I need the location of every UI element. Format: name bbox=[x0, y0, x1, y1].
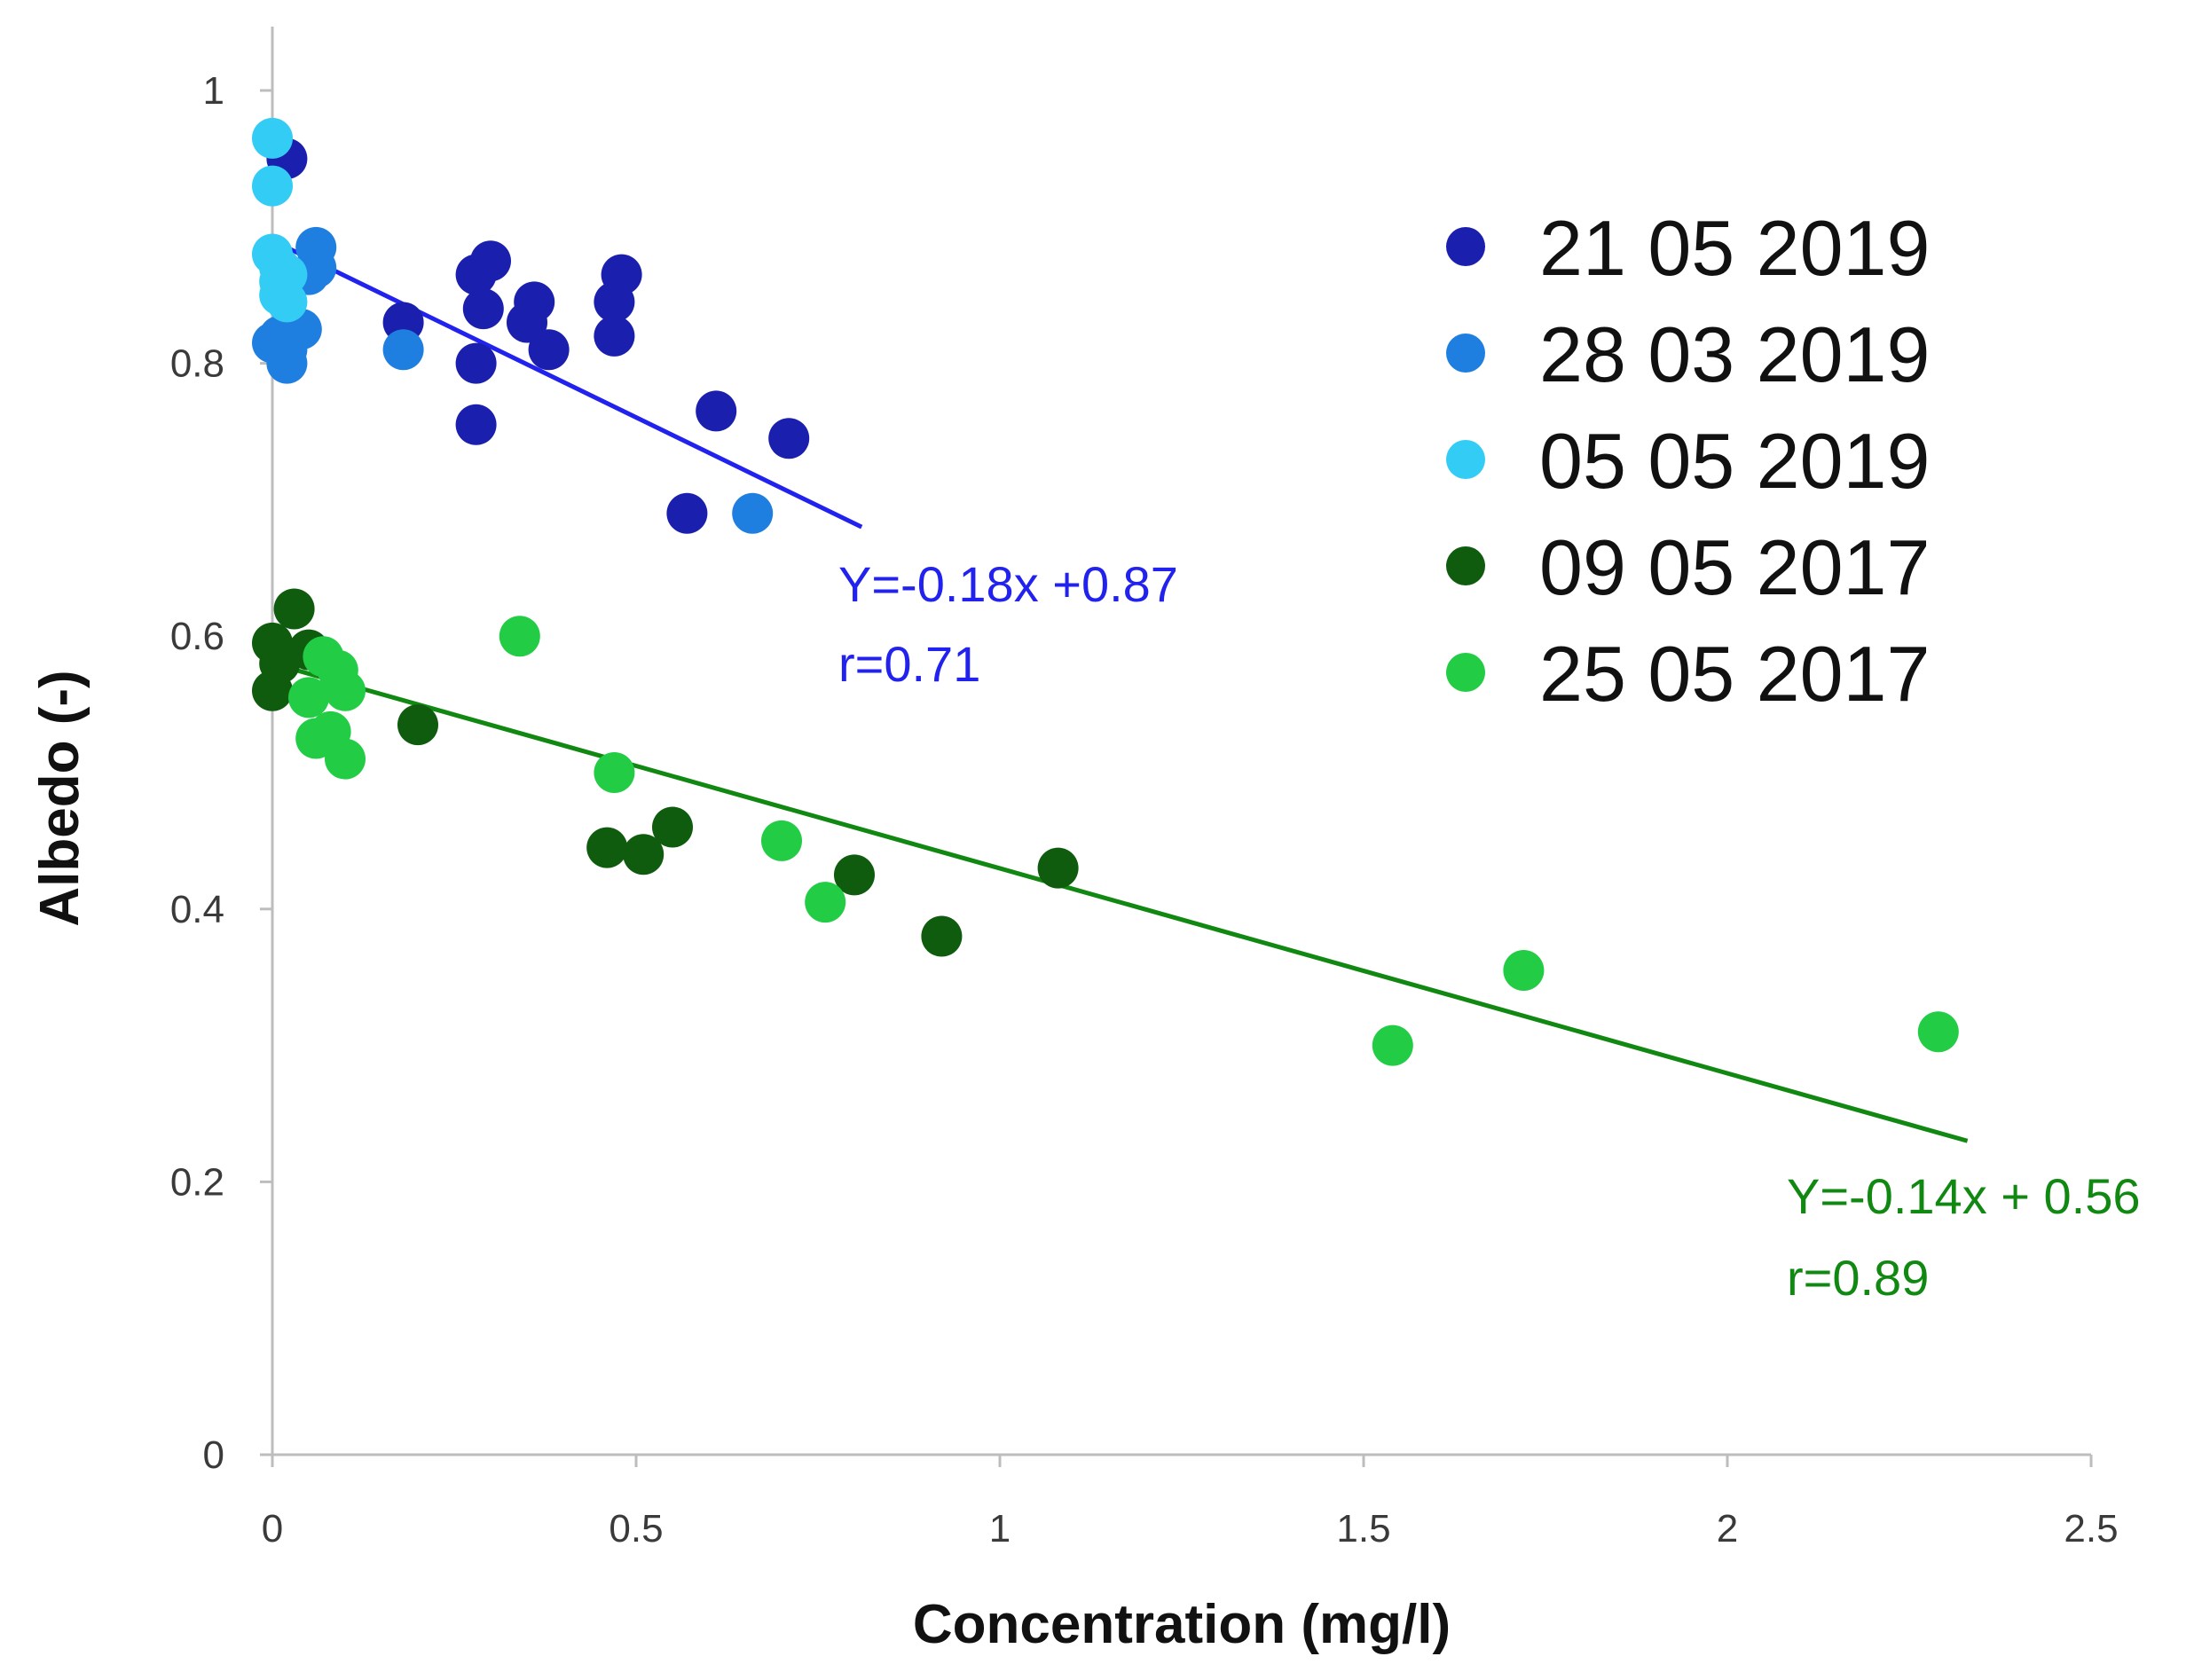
fit-equation-label: Y=-0.18x +0.87 bbox=[838, 556, 1178, 612]
legend-marker bbox=[1446, 546, 1485, 585]
x-tick-label: 2 bbox=[1717, 1507, 1738, 1550]
fit-lines bbox=[271, 238, 1969, 1143]
y-tick-label: 0.8 bbox=[170, 342, 224, 386]
series-group bbox=[252, 117, 308, 323]
legend: 21 05 2019 28 03 2019 05 05 2019 09 05 2017… bbox=[1446, 204, 1930, 718]
data-point bbox=[455, 342, 497, 384]
trend-line bbox=[271, 661, 1969, 1143]
data-point bbox=[462, 288, 504, 330]
series-group bbox=[288, 616, 1959, 1066]
x-tick-label: 0 bbox=[262, 1507, 283, 1550]
fit-r-label: r=0.71 bbox=[838, 636, 980, 692]
data-point bbox=[1917, 1011, 1959, 1053]
data-point bbox=[470, 240, 511, 282]
data-point bbox=[325, 738, 366, 780]
y-axis-title: Albedo (-) bbox=[29, 670, 90, 926]
data-point bbox=[666, 492, 708, 534]
data-point bbox=[273, 588, 315, 630]
legend-label: 09 05 2017 bbox=[1539, 523, 1930, 611]
axes: 0 0.2 0.4 0.6 0.8 1 0 0.5 1 1.5 2 2.5 bbox=[170, 27, 2119, 1550]
data-point bbox=[594, 315, 635, 357]
series-group bbox=[252, 226, 774, 534]
legend-label: 28 03 2019 bbox=[1539, 310, 1930, 398]
y-tick-label: 0.4 bbox=[170, 888, 224, 931]
data-point bbox=[623, 834, 665, 875]
data-point bbox=[1037, 847, 1079, 889]
data-point bbox=[805, 882, 846, 923]
data-point bbox=[382, 329, 424, 371]
data-point bbox=[514, 281, 555, 323]
data-point bbox=[252, 165, 293, 207]
legend-label: 25 05 2017 bbox=[1539, 630, 1930, 718]
data-point bbox=[252, 117, 293, 159]
data-point bbox=[834, 854, 875, 896]
data-point bbox=[499, 616, 540, 657]
data-point bbox=[455, 404, 497, 445]
legend-label: 05 05 2019 bbox=[1539, 417, 1930, 505]
legend-marker bbox=[1446, 653, 1485, 692]
legend-marker bbox=[1446, 334, 1485, 373]
legend-marker bbox=[1446, 227, 1485, 266]
data-point bbox=[921, 915, 963, 957]
y-tick-label: 0.2 bbox=[170, 1160, 224, 1204]
data-point bbox=[732, 492, 774, 534]
y-tick-label: 0.6 bbox=[170, 615, 224, 658]
y-tick-label: 1 bbox=[203, 69, 224, 113]
data-point bbox=[1503, 950, 1545, 992]
series-group bbox=[266, 137, 810, 534]
data-point bbox=[594, 752, 635, 793]
trend-line bbox=[271, 238, 863, 530]
data-point bbox=[325, 670, 366, 711]
data-point bbox=[1372, 1024, 1413, 1066]
x-tick-label: 1.5 bbox=[1336, 1507, 1390, 1550]
fit-r-label: r=0.89 bbox=[1787, 1250, 1929, 1306]
fit-labels: Y=-0.18x +0.87 r=0.71 Y=-0.14x + 0.56 r=0.8… bbox=[838, 556, 2141, 1306]
data-point bbox=[528, 329, 570, 371]
x-axis-title: Concentration (mg/l) bbox=[913, 1594, 1451, 1655]
series-group bbox=[252, 588, 1079, 957]
data-point bbox=[696, 390, 737, 432]
x-tick-label: 0.5 bbox=[609, 1507, 663, 1550]
data-point bbox=[768, 418, 810, 459]
data-point bbox=[586, 827, 628, 868]
data-point bbox=[288, 677, 329, 718]
fit-equation-label: Y=-0.14x + 0.56 bbox=[1787, 1168, 2141, 1224]
data-point bbox=[266, 342, 308, 384]
data-point bbox=[761, 820, 802, 861]
data-point bbox=[397, 704, 438, 746]
data-point bbox=[652, 806, 693, 848]
legend-marker bbox=[1446, 440, 1485, 479]
data-point bbox=[601, 254, 642, 295]
x-tick-label: 2.5 bbox=[2064, 1507, 2118, 1550]
legend-label: 21 05 2019 bbox=[1539, 204, 1930, 292]
data-points bbox=[252, 117, 1959, 1066]
y-tick-label: 0 bbox=[203, 1433, 224, 1477]
data-point bbox=[266, 281, 308, 323]
x-tick-label: 1 bbox=[989, 1507, 1011, 1550]
